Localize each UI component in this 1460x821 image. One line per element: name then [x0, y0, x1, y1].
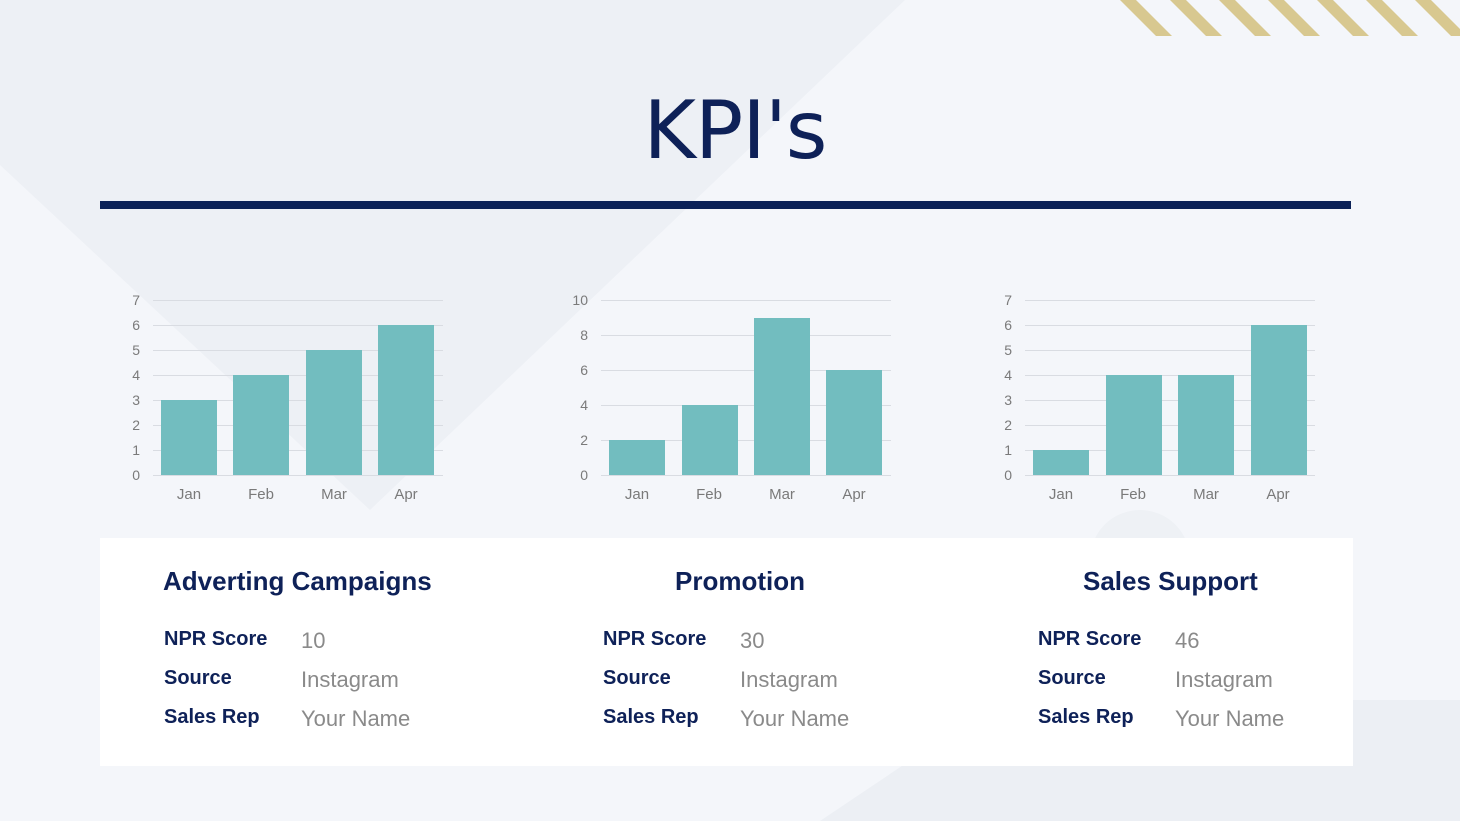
sales-rep-value: Your Name	[740, 706, 850, 731]
x-tick: Jan	[1048, 486, 1074, 503]
panel-adverting-campaigns: Adverting Campaigns NPR Score 10 Source …	[163, 538, 523, 766]
x-tick: Apr	[1266, 486, 1290, 503]
y-tick: 1	[1004, 442, 1012, 458]
plot-area	[153, 300, 443, 476]
y-tick: 2	[1004, 417, 1012, 433]
x-tick: Feb	[248, 486, 274, 503]
bar-feb	[1106, 375, 1162, 475]
y-tick: 6	[580, 362, 588, 378]
chart-promotion: 10 8 6 4 2 0 Jan Feb Mar Apr	[568, 290, 908, 510]
y-tick: 2	[132, 417, 140, 433]
sales-rep-label: Sales Rep	[164, 706, 260, 728]
y-tick: 2	[580, 432, 588, 448]
kpi-details-card: Adverting Campaigns NPR Score 10 Source …	[100, 538, 1353, 766]
bar-jan	[1033, 450, 1089, 475]
y-tick: 4	[132, 367, 140, 383]
x-tick: Mar	[1193, 486, 1219, 503]
x-tick: Jan	[624, 486, 650, 503]
bar-feb	[233, 375, 289, 475]
x-tick: Jan	[176, 486, 202, 503]
source-label: Source	[164, 667, 232, 689]
page-title: KPI's	[643, 84, 828, 177]
bar-jan	[161, 400, 217, 475]
x-tick: Apr	[842, 486, 866, 503]
bar-mar	[306, 350, 362, 475]
sales-rep-label: Sales Rep	[1038, 706, 1134, 728]
y-tick: 10	[572, 292, 588, 308]
x-tick: Feb	[696, 486, 722, 503]
bar-jan	[609, 440, 665, 475]
y-tick: 0	[580, 467, 588, 483]
npr-score-label: NPR Score	[1038, 628, 1142, 650]
sales-rep-value: Your Name	[1175, 706, 1285, 731]
sales-rep-value: Your Name	[301, 706, 411, 731]
y-tick: 6	[132, 317, 140, 333]
y-tick: 3	[1004, 392, 1012, 408]
bar-feb	[682, 405, 738, 475]
npr-score-value: 30	[740, 628, 765, 653]
source-label: Source	[603, 667, 671, 689]
chart-adverting-campaigns: 7 6 5 4 3 2 1 0 Jan Feb Mar Apr	[120, 290, 460, 510]
x-tick: Mar	[769, 486, 795, 503]
panel-title: Promotion	[675, 566, 805, 596]
plot-area	[601, 300, 891, 476]
source-label: Source	[1038, 667, 1106, 689]
decorative-stripes	[1080, 0, 1460, 36]
y-tick: 6	[1004, 317, 1012, 333]
y-tick: 4	[580, 397, 588, 413]
y-tick: 4	[1004, 367, 1012, 383]
y-tick: 7	[132, 292, 140, 308]
bar-mar	[1178, 375, 1234, 475]
panel-sales-support: Sales Support NPR Score 46 Source Instag…	[1038, 538, 1338, 766]
y-tick: 0	[1004, 467, 1012, 483]
plot-area	[1025, 300, 1315, 476]
panel-title: Adverting Campaigns	[163, 566, 432, 596]
bar-apr	[378, 325, 434, 475]
y-tick: 3	[132, 392, 140, 408]
source-value: Instagram	[301, 667, 399, 692]
npr-score-value: 10	[301, 628, 326, 653]
x-tick: Mar	[321, 486, 347, 503]
source-value: Instagram	[1175, 667, 1273, 692]
npr-score-value: 46	[1175, 628, 1200, 653]
y-tick: 1	[132, 442, 140, 458]
x-tick: Apr	[394, 486, 418, 503]
sales-rep-label: Sales Rep	[603, 706, 699, 728]
x-tick: Feb	[1120, 486, 1146, 503]
y-tick: 7	[1004, 292, 1012, 308]
title-divider	[100, 201, 1351, 209]
panel-title: Sales Support	[1083, 566, 1258, 596]
y-tick: 8	[580, 327, 588, 343]
source-value: Instagram	[740, 667, 838, 692]
y-tick: 5	[132, 342, 140, 358]
npr-score-label: NPR Score	[164, 628, 268, 650]
bar-apr	[1251, 325, 1307, 475]
y-tick: 0	[132, 467, 140, 483]
y-tick: 5	[1004, 342, 1012, 358]
panel-promotion: Promotion NPR Score 30 Source Instagram …	[603, 538, 963, 766]
chart-sales-support: 7 6 5 4 3 2 1 0 Jan Feb Mar Apr	[992, 290, 1332, 510]
bar-apr	[826, 370, 882, 475]
bar-mar	[754, 318, 810, 475]
npr-score-label: NPR Score	[603, 628, 707, 650]
